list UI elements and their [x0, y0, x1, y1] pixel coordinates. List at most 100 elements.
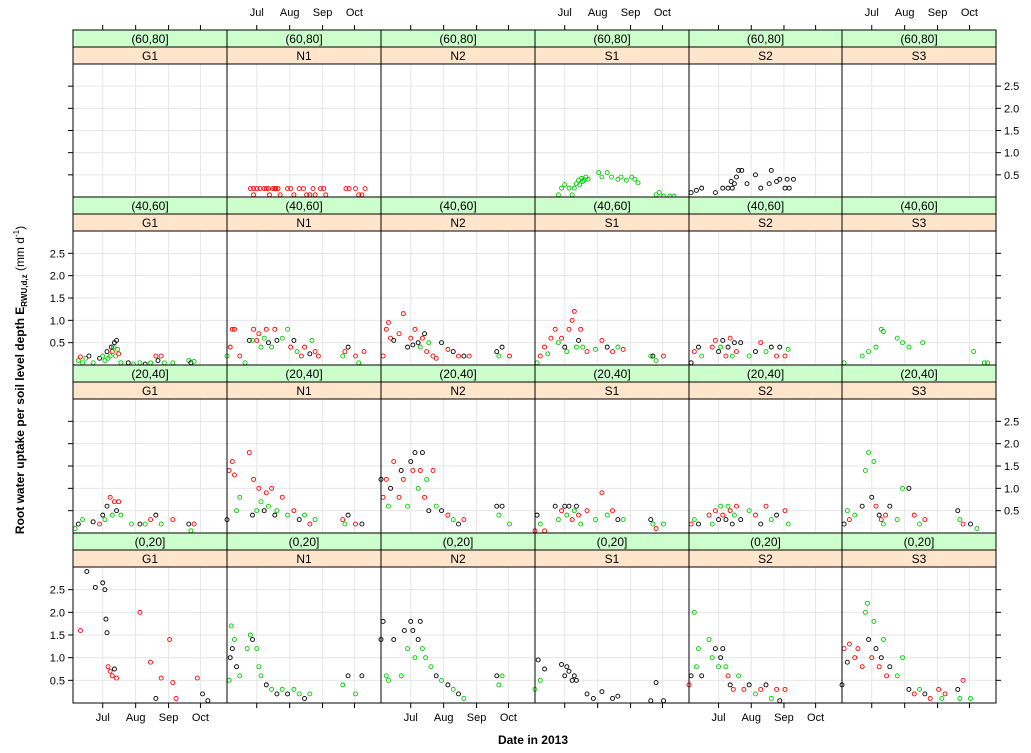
site-strip-label: S3 [912, 384, 927, 398]
data-point [100, 512, 106, 518]
data-point [725, 185, 731, 191]
data-point [104, 630, 110, 636]
data-point [862, 609, 868, 615]
x-tick-label: Oct [654, 7, 671, 19]
data-point [343, 186, 349, 192]
data-point [391, 459, 397, 464]
data-point [261, 335, 267, 341]
data-point [696, 521, 701, 527]
data-point [791, 176, 796, 182]
data-point [137, 360, 143, 366]
data-point [109, 673, 115, 679]
panel-n1-1: (40,60] N1 [224, 196, 382, 366]
data-point [84, 569, 90, 574]
data-point [578, 521, 584, 527]
data-point [77, 628, 83, 633]
data-point [709, 344, 715, 350]
data-point [725, 503, 731, 509]
data-point [736, 167, 742, 173]
data-point [571, 185, 577, 191]
data-point [661, 353, 666, 359]
data-point [251, 192, 257, 198]
data-point [545, 351, 551, 357]
data-point [577, 182, 583, 188]
data-point [869, 494, 875, 500]
data-point [691, 517, 697, 523]
data-point [272, 512, 278, 518]
data-point [296, 691, 302, 697]
data-point [507, 353, 512, 359]
data-point [439, 677, 444, 683]
data-point [688, 673, 694, 679]
y-tick-label: 0.5 [50, 338, 65, 350]
y-tick-label: 2.0 [1004, 439, 1019, 451]
data-point [566, 668, 572, 674]
data-point [571, 308, 577, 314]
y-tick-label: 0.5 [1004, 506, 1019, 518]
site-strip-label: S3 [912, 552, 927, 566]
data-point [763, 682, 769, 688]
data-point [250, 512, 255, 518]
data-point [353, 691, 358, 697]
data-point [753, 172, 758, 178]
data-point [400, 311, 406, 317]
depth-strip-label: (40,60] [439, 199, 476, 213]
data-point [922, 691, 928, 697]
data-point [155, 358, 161, 363]
panel-n1-3: (0,20] N1 [226, 532, 382, 708]
y-tick-label: 1.5 [1004, 126, 1019, 138]
data-point [170, 360, 176, 366]
depth-strip-label: (0,20] [597, 535, 628, 549]
depth-strip-label: (60,80] [131, 32, 168, 46]
panel-s2-0: (60,80] S2 [688, 25, 843, 198]
x-tick-label: Aug [280, 7, 300, 19]
depth-strip-label: (20,40] [900, 367, 937, 381]
site-strip-label: S2 [758, 216, 773, 230]
data-point [353, 353, 358, 359]
panel-s3-1: (40,60] S3 [841, 196, 1001, 366]
data-point [148, 659, 153, 665]
data-point [415, 340, 421, 346]
data-point [237, 673, 243, 679]
data-point [573, 181, 579, 187]
depth-strip-label: (40,60] [900, 199, 937, 213]
data-point [720, 337, 726, 343]
data-point [712, 190, 718, 196]
data-point [272, 326, 278, 332]
data-point [433, 355, 439, 361]
site-strip-label: G1 [142, 216, 158, 230]
data-point [571, 508, 577, 514]
data-point [250, 637, 255, 642]
site-strip [841, 213, 997, 232]
data-point [77, 354, 83, 360]
data-point [263, 490, 269, 496]
data-point [422, 331, 427, 337]
data-point [718, 655, 724, 661]
x-tick-label: Jul [558, 7, 572, 19]
data-point [604, 344, 610, 350]
data-point [263, 682, 269, 688]
depth-strip-label: (20,40] [439, 367, 476, 381]
site-strip [841, 549, 997, 568]
site-strip-label: S2 [758, 384, 773, 398]
data-point [691, 349, 697, 355]
data-point [405, 646, 411, 652]
data-point [345, 344, 351, 350]
data-point [439, 508, 444, 514]
data-point [383, 673, 389, 679]
y-tick-label: 0.5 [50, 675, 65, 687]
depth-strip-label: (0,20] [443, 535, 474, 549]
data-point [569, 517, 575, 523]
data-point [296, 517, 302, 523]
data-point [291, 192, 297, 198]
data-point [706, 637, 712, 642]
data-point [727, 508, 733, 514]
data-point [346, 186, 352, 192]
data-point [763, 503, 769, 509]
data-point [693, 187, 699, 193]
data-point [234, 664, 240, 670]
data-point [555, 517, 561, 523]
data-point [960, 521, 966, 527]
data-point [720, 185, 726, 191]
data-point [753, 691, 758, 697]
